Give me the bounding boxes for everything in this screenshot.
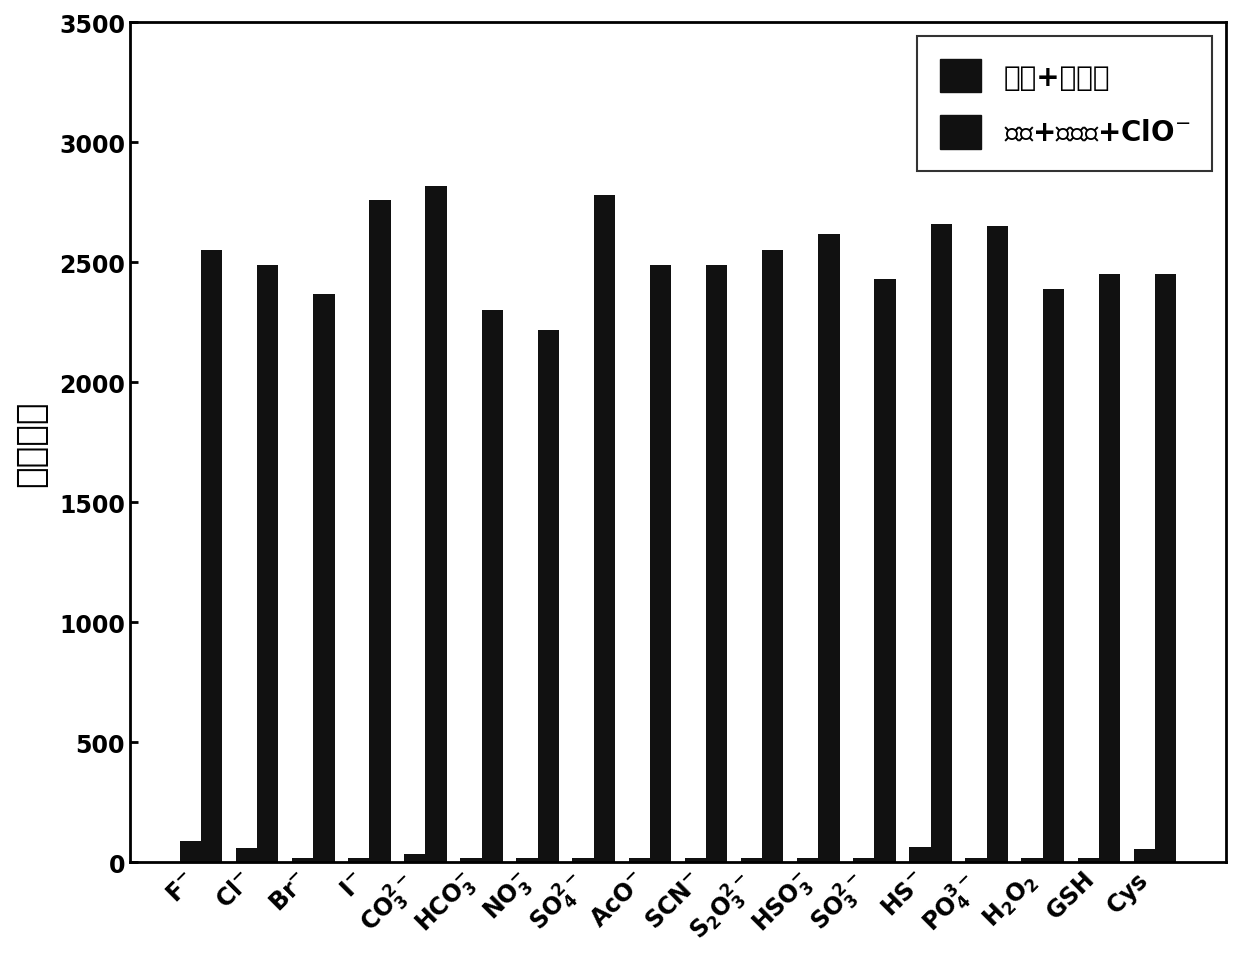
Bar bbox=[594, 196, 615, 863]
Bar bbox=[965, 858, 987, 863]
Bar bbox=[763, 251, 784, 863]
Bar bbox=[1154, 275, 1177, 863]
Bar bbox=[404, 854, 425, 863]
Bar bbox=[1022, 858, 1043, 863]
Bar bbox=[874, 280, 895, 863]
Bar bbox=[257, 265, 279, 863]
Bar bbox=[797, 858, 818, 863]
Bar bbox=[930, 225, 952, 863]
Bar bbox=[425, 186, 446, 863]
Bar bbox=[818, 234, 839, 863]
Bar bbox=[460, 858, 481, 863]
Bar bbox=[201, 251, 222, 863]
Bar bbox=[706, 265, 728, 863]
Bar bbox=[684, 858, 706, 863]
Bar bbox=[291, 858, 314, 863]
Bar bbox=[1078, 858, 1099, 863]
Bar bbox=[1099, 275, 1120, 863]
Bar bbox=[740, 858, 763, 863]
Bar bbox=[314, 294, 335, 863]
Bar bbox=[1133, 850, 1154, 863]
Bar bbox=[853, 858, 874, 863]
Bar bbox=[481, 311, 503, 863]
Bar bbox=[538, 331, 559, 863]
Bar bbox=[180, 841, 201, 863]
Bar bbox=[516, 858, 538, 863]
Bar bbox=[370, 201, 391, 863]
Bar bbox=[236, 849, 257, 863]
Bar bbox=[987, 227, 1008, 863]
Bar bbox=[909, 847, 930, 863]
Bar bbox=[1043, 289, 1064, 863]
Y-axis label: 荧光强度: 荧光强度 bbox=[14, 400, 48, 486]
Bar bbox=[573, 858, 594, 863]
Bar bbox=[629, 858, 650, 863]
Bar bbox=[348, 858, 370, 863]
Bar bbox=[650, 265, 671, 863]
Legend: 探针+竞争物, 探针+竞争物+ClO$^{-}$: 探针+竞争物, 探针+竞争物+ClO$^{-}$ bbox=[918, 37, 1213, 172]
